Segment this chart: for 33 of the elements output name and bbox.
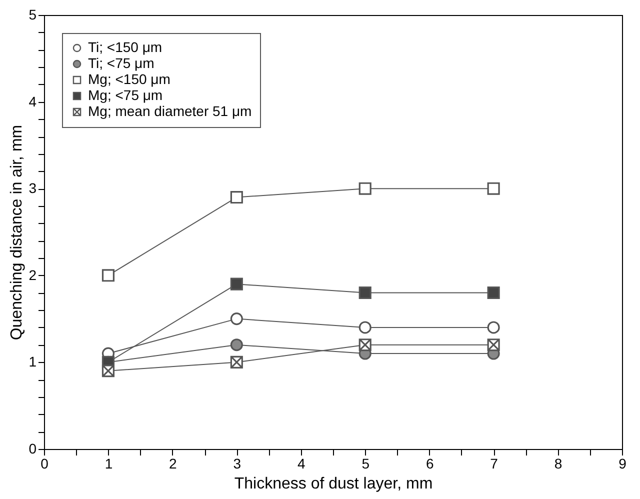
x-tick-label: 1	[104, 456, 113, 472]
y-tick-label: 3	[28, 180, 37, 196]
point	[230, 278, 243, 290]
legend-label: Ti; <75 μm	[88, 55, 154, 71]
y-tick-label: 1	[28, 354, 37, 370]
x-tick-label: 9	[618, 456, 627, 472]
x-tick-label: 2	[169, 456, 178, 472]
y-tick-label: 2	[28, 266, 37, 283]
x-tick-label: 6	[426, 456, 434, 472]
legend-label: Mg; mean diameter 51 μm	[88, 103, 252, 119]
y-tick-label: 4	[28, 93, 37, 110]
x-tick-label: 0	[40, 456, 49, 472]
x-tick-label: 3	[233, 456, 242, 472]
point	[230, 191, 243, 204]
x-tick-label: 5	[362, 456, 370, 472]
y-tick-label: 0	[28, 440, 37, 456]
point	[487, 286, 500, 300]
y-axis-title: Quenching distance in air, mm	[8, 124, 26, 340]
point	[358, 182, 372, 195]
point	[102, 269, 114, 282]
x-tick-label: 8	[554, 456, 562, 472]
point	[358, 286, 372, 300]
legend-label: Mg; <150 μm	[88, 71, 170, 87]
point	[358, 321, 372, 334]
point	[230, 312, 243, 326]
legend-label: Mg; <75 μm	[88, 87, 163, 103]
x-tick-label: 4	[297, 456, 306, 472]
x-tick-label: 7	[490, 456, 498, 472]
y-tick-label: 5	[28, 6, 37, 22]
x-axis-title: Thickness of dust layer, mm	[234, 476, 433, 492]
legend-label: Ti; <150 μm	[88, 39, 162, 55]
point	[487, 182, 500, 195]
point	[230, 338, 243, 352]
